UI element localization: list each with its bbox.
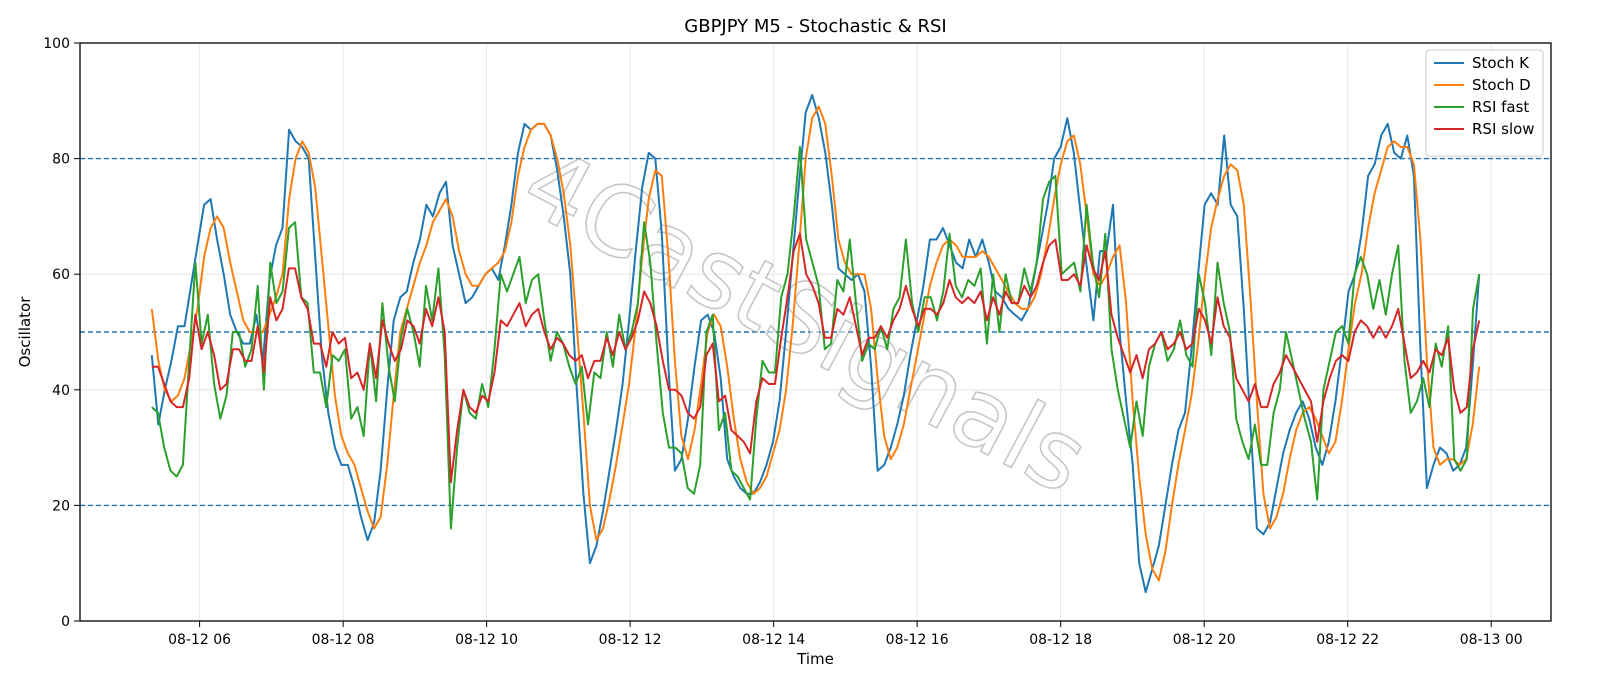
- chart-title: GBPJPY M5 - Stochastic & RSI: [684, 16, 946, 37]
- x-tick-label: 08-12 14: [742, 632, 805, 648]
- x-tick-label: 08-12 08: [312, 632, 375, 648]
- y-tick-label: 0: [61, 614, 70, 630]
- y-tick-label: 100: [43, 36, 70, 52]
- y-tick-label: 40: [52, 383, 70, 399]
- x-tick-label: 08-12 12: [599, 632, 662, 648]
- x-tick-label: 08-12 22: [1316, 632, 1379, 648]
- y-tick-label: 80: [52, 152, 70, 168]
- y-tick-label: 20: [52, 498, 70, 514]
- reference-lines: [80, 157, 1551, 507]
- x-tick-label: 08-12 18: [1029, 632, 1092, 648]
- x-tick-label: 08-12 10: [455, 632, 518, 648]
- series-line-rsi-fast: [151, 146, 1481, 530]
- series-line-rsi-slow: [151, 232, 1481, 484]
- legend-label-stoch-k: Stoch K: [1472, 54, 1530, 72]
- legend-label-stoch-d: Stoch D: [1472, 76, 1531, 94]
- y-axis-label: Oscillator: [16, 296, 34, 368]
- plot-frame: [79, 42, 1552, 622]
- x-axis-ticks: 08-12 06 08-12 08 08-12 10 08-12 12 08-12 14…: [168, 621, 1523, 648]
- x-tick-label: 08-13 00: [1460, 632, 1523, 648]
- legend: Stoch K Stoch D RSI fast RSI slow: [1425, 49, 1544, 157]
- legend-label-rsi-fast: RSI fast: [1472, 98, 1529, 116]
- series-line-stoch-d: [150, 105, 1481, 582]
- y-axis-ticks: 0 20 40 60 80 100: [43, 36, 80, 630]
- x-tick-label: 08-12 06: [168, 632, 231, 648]
- series-lines: [150, 94, 1481, 594]
- y-tick-label: 60: [52, 267, 70, 283]
- x-tick-label: 08-12 20: [1173, 632, 1236, 648]
- x-tick-label: 08-12 16: [886, 632, 949, 648]
- x-axis-label: Time: [796, 650, 834, 668]
- legend-label-rsi-slow: RSI slow: [1472, 120, 1535, 138]
